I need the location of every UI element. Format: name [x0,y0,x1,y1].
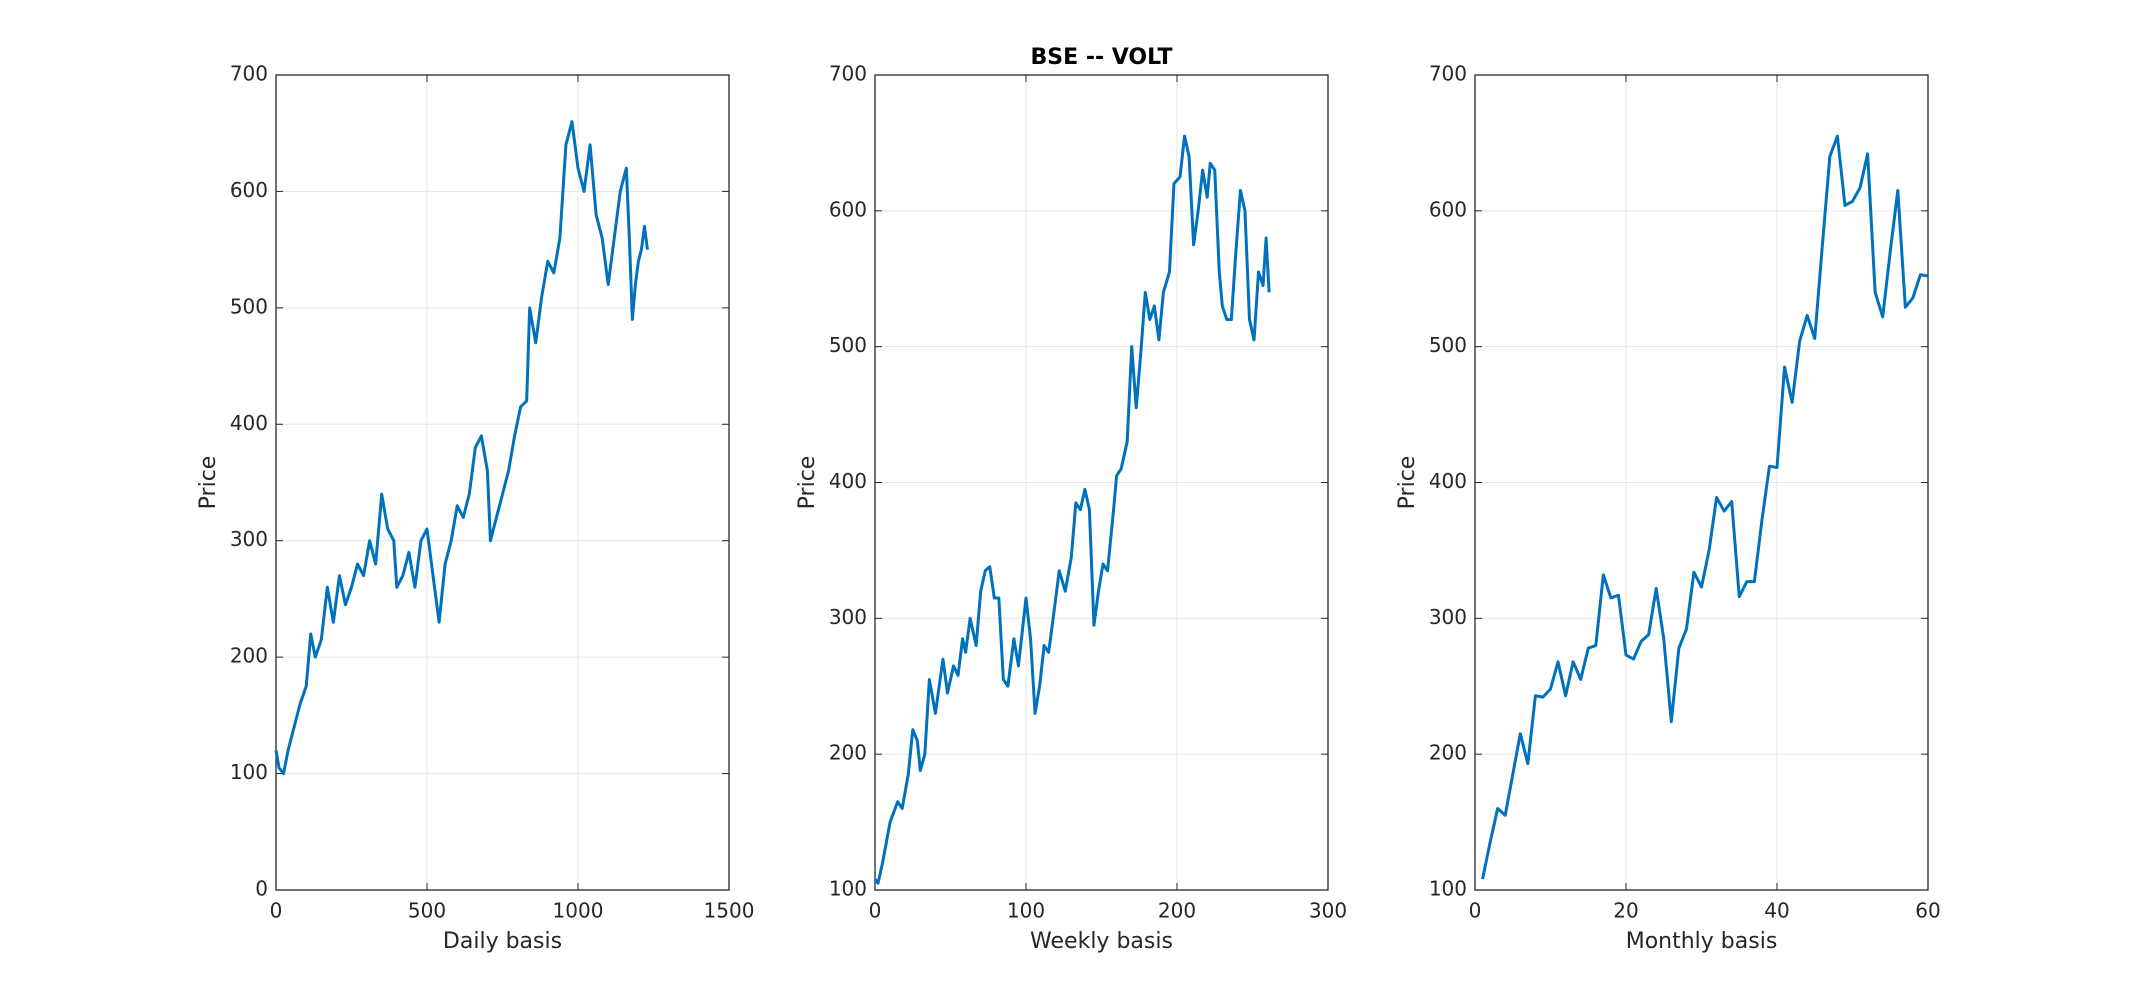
axes-frame [275,74,730,891]
x-tick-label: 100 [1007,899,1045,923]
y-tick-label: 200 [1429,741,1467,765]
price-line [1481,134,1929,880]
x-tick-label: 60 [1915,899,1940,923]
y-tick-label: 400 [829,469,867,493]
y-tick-label: 100 [1429,877,1467,901]
x-tick-label: 1500 [704,899,755,923]
y-tick-label: 600 [230,178,268,202]
x-tick-label: 1000 [553,899,604,923]
y-tick-label: 400 [230,411,268,435]
y-tick-label: 100 [230,760,268,784]
x-axis-label: Monthly basis [1626,929,1778,954]
y-axis-label: Price [1395,456,1420,510]
axes-frame [1474,74,1929,891]
y-axis-label: Price [795,456,820,510]
y-tick-label: 500 [829,333,867,357]
x-tick-label: 0 [1469,899,1482,923]
y-tick-label: 700 [230,62,268,86]
y-tick-label: 200 [230,644,268,668]
x-tick-label: 0 [270,899,283,923]
y-tick-label: 700 [1429,62,1467,86]
price-line [873,134,1271,885]
x-tick-label: 300 [1309,899,1347,923]
x-tick-label: 40 [1764,899,1789,923]
chart-title: BSE -- VOLT [1031,45,1173,70]
y-tick-label: 600 [829,197,867,221]
y-tick-label: 300 [230,527,268,551]
x-tick-label: 500 [408,899,446,923]
y-tick-label: 500 [1429,333,1467,357]
y-tick-label: 700 [829,62,867,86]
y-tick-label: 100 [829,877,867,901]
price-line [274,120,649,776]
x-tick-label: 200 [1158,899,1196,923]
x-axis-label: Daily basis [443,929,562,954]
y-tick-label: 400 [1429,469,1467,493]
y-tick-label: 200 [829,741,867,765]
chart-panel: 100 200 300 400 500 600 700 0 20 40 60 Monthly basi… [1395,62,1941,955]
y-tick-label: 300 [1429,605,1467,629]
y-tick-label: 0 [255,877,268,901]
x-tick-label: 20 [1613,899,1638,923]
y-axis-label: Price [196,456,221,510]
y-tick-label: 300 [829,605,867,629]
y-tick-label: 600 [1429,197,1467,221]
x-tick-label: 0 [869,899,882,923]
chart-panel: 0 100 200 300 400 500 600 700 0 500 1000 1500 Daily … [196,62,754,955]
axes-frame [874,74,1329,891]
y-tick-label: 500 [230,294,268,318]
x-axis-label: Weekly basis [1030,929,1173,954]
